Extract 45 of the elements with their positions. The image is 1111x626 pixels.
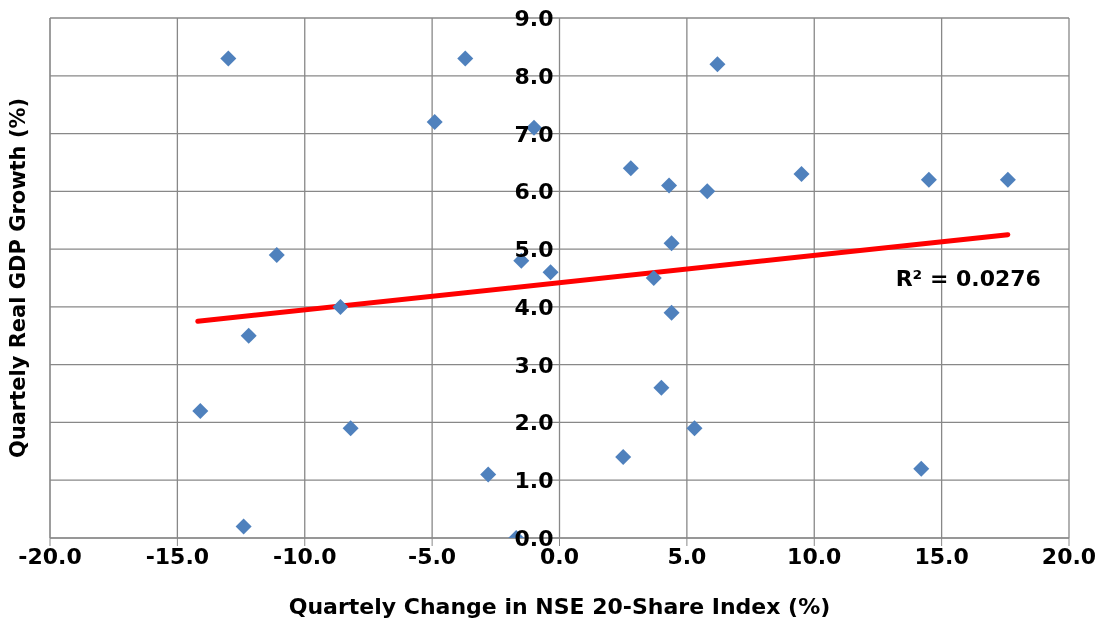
y-tick-label: 9.0 <box>514 6 554 31</box>
point <box>426 114 443 130</box>
point <box>220 50 237 67</box>
x-tick-label: 15.0 <box>914 543 969 569</box>
y-axis-title: Quartely Real GDP Growth (%) <box>6 97 31 459</box>
x-tick-label: -5.0 <box>408 543 457 569</box>
point <box>457 50 474 67</box>
x-tick-label: 5.0 <box>667 543 707 569</box>
x-tick-label: -20.0 <box>18 543 82 569</box>
point <box>192 402 209 419</box>
point <box>793 166 810 182</box>
y-tick-label: 8.0 <box>514 63 554 89</box>
point <box>622 160 639 177</box>
y-tick-label: 4.0 <box>514 294 554 320</box>
y-tick-label: 5.0 <box>514 237 554 263</box>
x-tick-label: -10.0 <box>273 543 337 569</box>
point <box>542 264 559 281</box>
point <box>235 518 252 535</box>
point <box>663 235 680 252</box>
y-tick-label: 6.0 <box>514 179 554 205</box>
annotation: R² = 0.0276 <box>895 265 1041 291</box>
point <box>342 420 359 437</box>
point <box>999 171 1016 188</box>
point <box>699 183 716 200</box>
point <box>240 327 257 344</box>
point <box>663 304 680 321</box>
point <box>709 56 726 73</box>
x-tick-label: 10.0 <box>787 543 842 569</box>
point <box>615 449 632 466</box>
point <box>653 379 670 396</box>
y-tick-label: 7.0 <box>514 121 554 147</box>
x-axis-title: Quartely Change in NSE 20-Share Index (%) <box>288 594 831 619</box>
y-tick-label: 3.0 <box>514 352 554 378</box>
x-tick-label: 20.0 <box>1041 543 1097 569</box>
point <box>686 420 703 437</box>
point <box>920 171 937 188</box>
point <box>913 460 930 477</box>
x-tick-label: -15.0 <box>145 543 210 569</box>
point <box>645 270 662 286</box>
point <box>661 177 678 194</box>
point <box>268 246 285 263</box>
point <box>332 298 349 315</box>
y-tick-label: 2.0 <box>514 410 554 436</box>
y-tick-label: 1.0 <box>514 468 554 494</box>
point <box>480 466 497 483</box>
